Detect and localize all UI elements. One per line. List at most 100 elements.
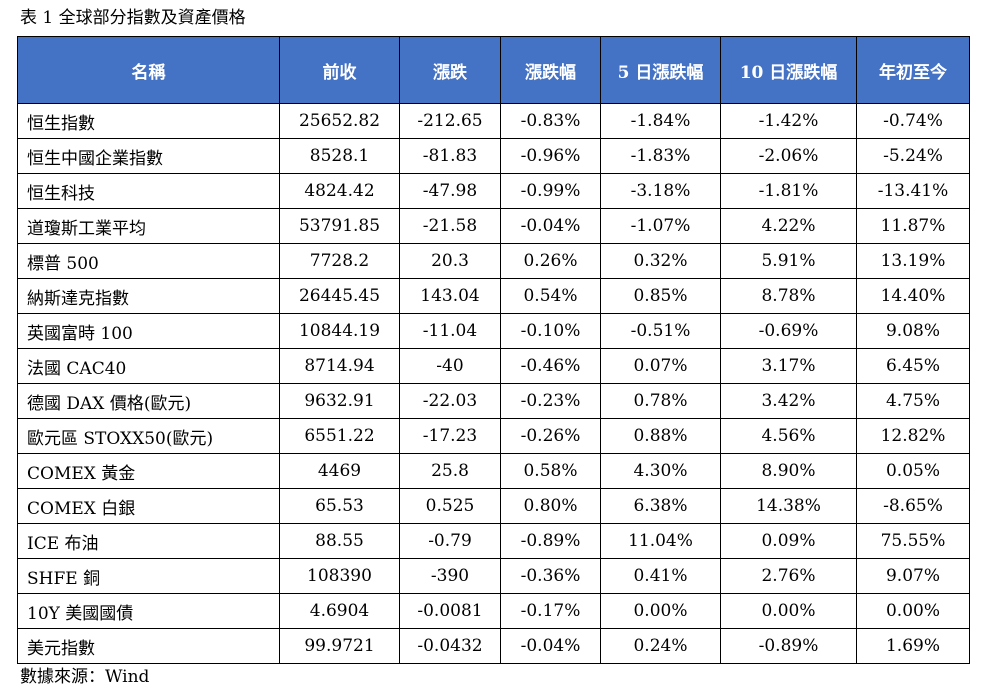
cell-prev-close: 4824.42: [279, 173, 400, 209]
cell-name: 標普 500: [17, 243, 280, 279]
cell-name: 道瓊斯工業平均: [17, 208, 280, 244]
cell-name: 納斯達克指數: [17, 278, 280, 314]
cell-10d-change-pct: -1.42%: [720, 103, 857, 139]
cell-prev-close: 99.9721: [279, 628, 400, 664]
table-row: 德國 DAX 價格(歐元) 9632.91 -22.03 -0.23% 0.78% 3.4…: [17, 383, 970, 419]
data-source-note: 數據來源：Wind: [20, 667, 150, 687]
cell-change: -11.04: [399, 313, 501, 349]
cell-name: 恒生科技: [17, 173, 280, 209]
cell-10d-change-pct: -1.81%: [720, 173, 857, 209]
cell-5d-change-pct: -3.18%: [600, 173, 721, 209]
cell-change: -22.03: [399, 383, 501, 419]
cell-10d-change-pct: 2.76%: [720, 558, 857, 594]
cell-change-pct: 0.58%: [500, 453, 601, 489]
cell-prev-close: 88.55: [279, 523, 400, 559]
cell-change-pct: 0.26%: [500, 243, 601, 279]
cell-10d-change-pct: 3.17%: [720, 348, 857, 384]
cell-name: SHFE 銅: [17, 558, 280, 594]
header-row: 名稱 前收 漲跌 漲跌幅 5 日漲跌幅 10 日漲跌幅 年初至今: [17, 36, 970, 104]
cell-prev-close: 65.53: [279, 488, 400, 524]
cell-name: 德國 DAX 價格(歐元): [17, 383, 280, 419]
cell-5d-change-pct: -1.84%: [600, 103, 721, 139]
header-change-pct: 漲跌幅: [500, 36, 601, 104]
cell-10d-change-pct: 4.22%: [720, 208, 857, 244]
cell-10d-change-pct: 3.42%: [720, 383, 857, 419]
cell-change-pct: -0.83%: [500, 103, 601, 139]
header-5d-change-pct: 5 日漲跌幅: [600, 36, 721, 104]
cell-5d-change-pct: 0.00%: [600, 593, 721, 629]
header-change: 漲跌: [399, 36, 501, 104]
cell-ytd: 14.40%: [856, 278, 970, 314]
cell-10d-change-pct: 0.09%: [720, 523, 857, 559]
cell-change: -390: [399, 558, 501, 594]
cell-change-pct: -0.26%: [500, 418, 601, 454]
cell-10d-change-pct: -2.06%: [720, 138, 857, 174]
cell-change: -81.83: [399, 138, 501, 174]
cell-change: 20.3: [399, 243, 501, 279]
cell-change-pct: -0.04%: [500, 208, 601, 244]
table-caption: 表 1 全球部分指數及資產價格: [20, 8, 246, 28]
table-row: 英國富時 100 10844.19 -11.04 -0.10% -0.51% -0.69%…: [17, 313, 970, 349]
cell-change: -0.0432: [399, 628, 501, 664]
cell-5d-change-pct: 0.88%: [600, 418, 721, 454]
cell-prev-close: 9632.91: [279, 383, 400, 419]
cell-name: 歐元區 STOXX50(歐元): [17, 418, 280, 454]
cell-ytd: 11.87%: [856, 208, 970, 244]
table-row: 美元指數 99.9721 -0.0432 -0.04% 0.24% -0.89% 1.69%: [17, 628, 970, 664]
cell-name: 英國富時 100: [17, 313, 280, 349]
cell-ytd: -0.74%: [856, 103, 970, 139]
cell-ytd: 13.19%: [856, 243, 970, 279]
table-row: 歐元區 STOXX50(歐元) 6551.22 -17.23 -0.26% 0.88% 4…: [17, 418, 970, 454]
cell-change: -21.58: [399, 208, 501, 244]
table-row: COMEX 黃金 4469 25.8 0.58% 4.30% 8.90% 0.05%: [17, 453, 970, 489]
cell-prev-close: 4.6904: [279, 593, 400, 629]
cell-10d-change-pct: -0.69%: [720, 313, 857, 349]
cell-change-pct: -0.23%: [500, 383, 601, 419]
cell-name: COMEX 白銀: [17, 488, 280, 524]
cell-5d-change-pct: -0.51%: [600, 313, 721, 349]
table-row: 納斯達克指數 26445.45 143.04 0.54% 0.85% 8.78% 14.40…: [17, 278, 970, 314]
cell-ytd: 0.00%: [856, 593, 970, 629]
cell-5d-change-pct: -1.07%: [600, 208, 721, 244]
cell-change-pct: -0.36%: [500, 558, 601, 594]
cell-change-pct: -0.04%: [500, 628, 601, 664]
cell-prev-close: 25652.82: [279, 103, 400, 139]
cell-prev-close: 53791.85: [279, 208, 400, 244]
cell-change-pct: 0.80%: [500, 488, 601, 524]
cell-change: -212.65: [399, 103, 501, 139]
cell-change-pct: -0.10%: [500, 313, 601, 349]
cell-name: ICE 布油: [17, 523, 280, 559]
cell-ytd: -5.24%: [856, 138, 970, 174]
cell-10d-change-pct: 14.38%: [720, 488, 857, 524]
cell-prev-close: 8714.94: [279, 348, 400, 384]
header-prev-close: 前收: [279, 36, 400, 104]
cell-10d-change-pct: 4.56%: [720, 418, 857, 454]
cell-change: -40: [399, 348, 501, 384]
cell-5d-change-pct: 4.30%: [600, 453, 721, 489]
cell-ytd: 4.75%: [856, 383, 970, 419]
cell-10d-change-pct: 5.91%: [720, 243, 857, 279]
cell-prev-close: 10844.19: [279, 313, 400, 349]
cell-10d-change-pct: 0.00%: [720, 593, 857, 629]
cell-ytd: 9.07%: [856, 558, 970, 594]
cell-prev-close: 7728.2: [279, 243, 400, 279]
header-name: 名稱: [17, 36, 280, 104]
cell-ytd: 1.69%: [856, 628, 970, 664]
table-row: 法國 CAC40 8714.94 -40 -0.46% 0.07% 3.17% 6.45%: [17, 348, 970, 384]
cell-ytd: -13.41%: [856, 173, 970, 209]
cell-prev-close: 26445.45: [279, 278, 400, 314]
cell-name: COMEX 黃金: [17, 453, 280, 489]
cell-name: 恒生中國企業指數: [17, 138, 280, 174]
market-data-table: 名稱 前收 漲跌 漲跌幅 5 日漲跌幅 10 日漲跌幅 年初至今 恒生指數 256…: [17, 36, 970, 664]
cell-change-pct: -0.17%: [500, 593, 601, 629]
cell-10d-change-pct: -0.89%: [720, 628, 857, 664]
cell-name: 美元指數: [17, 628, 280, 664]
cell-change: 25.8: [399, 453, 501, 489]
cell-ytd: -8.65%: [856, 488, 970, 524]
table-row: COMEX 白銀 65.53 0.525 0.80% 6.38% 14.38% -8.65%: [17, 488, 970, 524]
cell-change: -17.23: [399, 418, 501, 454]
cell-5d-change-pct: 0.78%: [600, 383, 721, 419]
cell-ytd: 0.05%: [856, 453, 970, 489]
table-row: 標普 500 7728.2 20.3 0.26% 0.32% 5.91% 13.19%: [17, 243, 970, 279]
cell-ytd: 12.82%: [856, 418, 970, 454]
